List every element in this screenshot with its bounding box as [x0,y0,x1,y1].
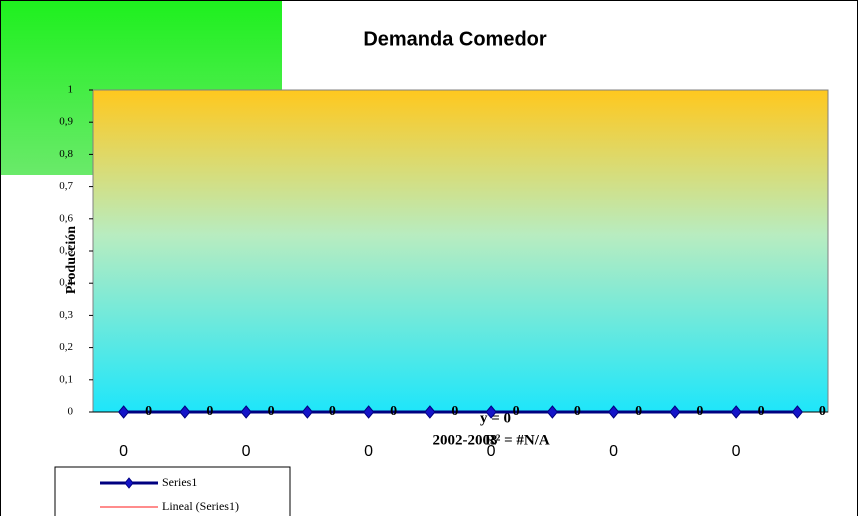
marker [485,405,497,419]
legend-marker [124,477,134,489]
x-tick-label: 0 [732,443,741,460]
data-label: 0 [574,404,581,419]
y-tick-label: 0,4 [59,277,73,289]
y-tick-label: 0,7 [59,180,73,192]
marker [791,405,804,419]
marker [669,405,681,419]
legend-label: Lineal (Series1) [162,499,239,513]
marker [607,405,620,419]
x-tick-label: 0 [119,443,128,460]
y-tick-label: 0,5 [59,245,73,257]
data-label: 0 [329,404,336,419]
y-tick-label: 0,2 [59,341,73,353]
data-label: 0 [819,404,826,419]
x-tick-label: 0 [487,443,496,460]
y-tick-label: 0,3 [59,309,73,321]
y-tick-label: 0,8 [59,148,73,160]
legend [54,466,291,516]
y-tick-label: 0 [68,406,74,418]
y-tick-label: 0,9 [59,116,73,128]
marker [179,405,191,419]
marker [240,405,252,419]
marker [362,405,375,419]
marker [301,405,314,419]
plot-area [92,89,829,413]
chart-title: Demanda Comedor [363,28,547,50]
data-label: 0 [451,404,458,419]
data-label: 0 [390,404,397,419]
trend-r2: R² = #N/A [485,432,550,448]
data-label: 0 [513,404,520,419]
data-label: 0 [206,404,213,419]
y-tick-label: 0,1 [59,373,73,385]
x-axis-label: 2002-2003 [433,432,498,448]
data-label: 0 [635,404,642,419]
marker [730,405,742,419]
data-label: 0 [696,404,703,419]
x-tick-label: 0 [364,443,373,460]
marker [424,405,436,419]
y-axis-label: Producción [64,226,79,294]
marker [546,405,559,419]
marker [117,405,130,419]
y-tick-label: 1 [68,84,74,96]
x-tick-label: 0 [242,443,251,460]
data-label: 0 [758,404,765,419]
data-label: 0 [145,404,152,419]
y-tick-label: 0,6 [59,212,73,224]
x-tick-label: 0 [609,443,618,460]
legend-label: Series1 [162,475,197,489]
data-label: 0 [268,404,275,419]
